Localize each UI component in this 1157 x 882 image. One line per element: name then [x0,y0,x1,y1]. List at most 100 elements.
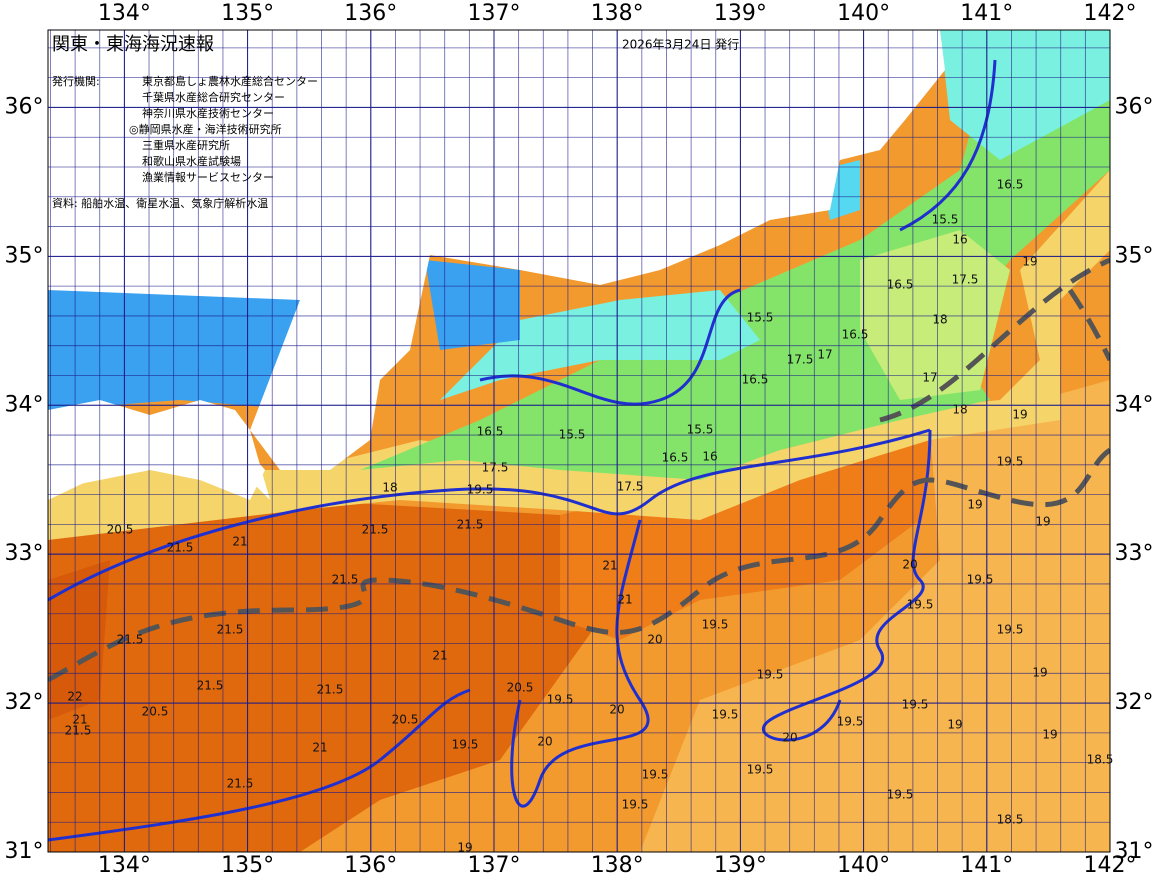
contour-label: 19.5 [887,788,914,802]
contour-label: 21.5 [65,724,92,738]
lat-tick-label: 33° [1115,541,1154,566]
issuer: 神奈川県水産技術センター [142,106,274,120]
contour-label: 16.5 [997,178,1024,192]
contour-label: 16.5 [477,425,504,439]
lat-tick-label: 33° [5,541,44,566]
contour-label: 21.5 [227,777,254,791]
lon-tick-label: 137° [467,853,520,878]
contour-label: 20 [609,703,624,717]
issuer: 千葉県水産総合研究センター [142,90,285,104]
contour-label: 15.5 [747,311,774,325]
contour-label: 19.5 [747,763,774,777]
contour-label: 19.5 [997,455,1024,469]
lon-tick-label: 135° [221,1,274,26]
contour-label: 21.5 [332,573,359,587]
contour-label: 22 [67,690,82,704]
issuer-list: 東京都島しょ農林水産総合センター千葉県水産総合研究センター神奈川県水産技術センタ… [129,74,318,184]
contour-label: 21.5 [457,518,484,532]
lat-tick-label: 31° [1115,839,1154,864]
contour-label: 21.5 [197,679,224,693]
issue-date: 2026年3月24日 発行 [622,38,739,52]
contour-label: 16 [702,450,717,464]
lon-tick-label: 136° [344,853,397,878]
lon-tick-label: 135° [221,853,274,878]
contour-label: 19.5 [902,698,929,712]
issuer: ◎静岡県水産・海洋技術研究所 [129,122,282,136]
contour-label: 18.5 [1087,753,1114,767]
lat-tick-label: 35° [1115,243,1154,268]
lon-tick-label: 137° [467,1,520,26]
contour-label: 21 [72,713,87,727]
lat-tick-label: 32° [1115,690,1154,715]
contour-label: 21.5 [362,523,389,537]
lon-tick-label: 139° [714,1,767,26]
contour-label: 19 [457,841,472,855]
contour-label: 17.5 [617,480,644,494]
contour-label: 19.5 [642,768,669,782]
contour-label: 18 [382,481,397,495]
lon-tick-label: 141° [960,853,1013,878]
contour-label: 17 [922,371,937,385]
contour-label: 19.5 [712,708,739,722]
contour-label: 20.5 [107,523,134,537]
contour-label: 19.5 [997,623,1024,637]
contour-label: 20 [902,558,917,572]
lat-tick-label: 34° [1115,392,1154,417]
contour-label: 18 [952,403,967,417]
lon-tick-label: 142° [1084,853,1137,878]
contour-label: 19.5 [757,668,784,682]
contour-label: 19 [1012,408,1027,422]
contour-label: 19.5 [452,738,479,752]
contour-label: 20 [537,735,552,749]
contour-label: 19 [1035,515,1050,529]
contour-label: 19 [967,498,982,512]
lon-tick-label: 140° [837,1,890,26]
issuer: 三重県水産研究所 [142,138,230,152]
contour-label: 20.5 [507,681,534,695]
contour-label: 20.5 [142,705,169,719]
contour-label: 19.5 [702,618,729,632]
lon-tick-label: 140° [837,853,890,878]
contour-label: 21.5 [317,683,344,697]
lon-tick-label: 139° [714,853,767,878]
contour-label: 20 [782,731,797,745]
contour-label: 21.5 [117,633,144,647]
contour-label: 15.5 [932,213,959,227]
contour-label: 21 [312,741,327,755]
issuer-label: 発行機関: [52,74,100,88]
contour-label: 21 [432,649,447,663]
contour-label: 19.5 [622,798,649,812]
contour-label: 19 [1032,666,1047,680]
contour-label: 17 [817,348,832,362]
contour-label: 20 [647,633,662,647]
contour-label: 16.5 [842,328,869,342]
lat-tick-label: 32° [5,690,44,715]
contour-label: 17.5 [952,273,979,287]
lon-tick-label: 134° [98,1,151,26]
issuer: 漁業情報サービスセンター [142,170,274,184]
contour-label: 16 [952,233,967,247]
contour-label: 15.5 [559,428,586,442]
contour-label: 19.5 [967,573,994,587]
lon-tick-label: 138° [591,1,644,26]
contour-label: 19.5 [467,483,494,497]
contour-label: 19 [1042,728,1057,742]
contour-label: 21 [602,559,617,573]
contour-label: 16.5 [662,451,689,465]
lat-tick-label: 31° [5,839,44,864]
contour-label: 19.5 [907,598,934,612]
contour-label: 19.5 [837,715,864,729]
lon-tick-label: 142° [1084,1,1137,26]
contour-label: 16.5 [742,373,769,387]
source: 資料: 船舶水温、衛星水温、気象庁解析水温 [52,196,268,210]
lat-tick-label: 34° [5,392,44,417]
contour-label: 15.5 [687,423,714,437]
contour-label: 18.5 [997,813,1024,827]
lat-tick-label: 35° [5,243,44,268]
contour-label: 17.5 [787,353,814,367]
map-frame [47,29,1111,853]
issuer: 東京都島しょ農林水産総合センター [142,74,318,88]
lon-tick-label: 136° [344,1,397,26]
